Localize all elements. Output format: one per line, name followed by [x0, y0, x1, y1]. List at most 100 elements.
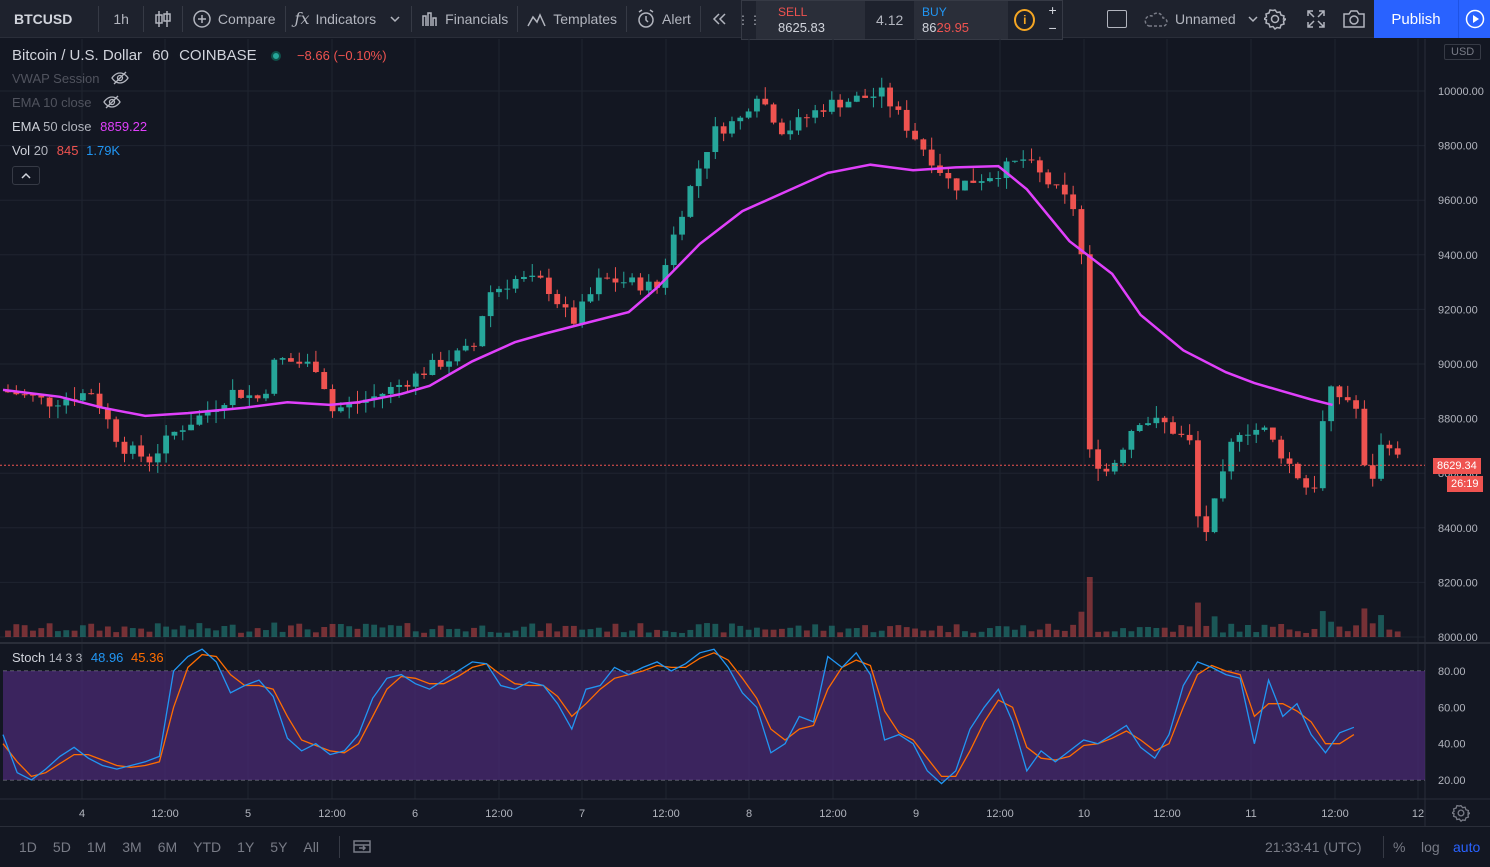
volume-bar — [562, 625, 569, 637]
candle-body — [928, 149, 935, 166]
settings-button[interactable] — [1262, 8, 1289, 33]
templates-button[interactable]: Templates — [518, 0, 626, 38]
volume-bar — [79, 625, 86, 637]
clock-display[interactable]: 21:33:41 (UTC) — [1265, 827, 1361, 867]
candle-body — [1236, 435, 1243, 442]
currency-label[interactable]: USD — [1444, 44, 1482, 60]
compare-button[interactable]: Compare — [183, 0, 285, 38]
time-tick-label: 12:00 — [151, 808, 179, 820]
replay-play-button[interactable] — [1458, 0, 1490, 38]
replay-button[interactable] — [701, 0, 737, 38]
volume-bar — [121, 626, 128, 637]
time-axis[interactable]: 4 12:00 5 12:00 6 12:00 7 12:00 8 12:00 9 12:00 10 12… — [79, 808, 1424, 820]
candle-body — [1136, 425, 1143, 432]
ema50-name: EMA — [12, 119, 40, 134]
volume-bar — [288, 625, 294, 637]
volume-bar — [604, 631, 611, 637]
price-tick-label: 8200.00 — [1438, 577, 1478, 589]
volume-bar — [687, 629, 694, 637]
last-price-label: 8629.34 — [1433, 458, 1481, 474]
candle-body — [853, 95, 860, 102]
indicators-button[interactable]: ƒx Indicators — [286, 0, 412, 38]
range-button-3m[interactable]: 3M — [122, 839, 142, 855]
candle-body — [171, 431, 178, 436]
collapse-legend-button[interactable] — [12, 166, 40, 185]
percent-label: % — [1393, 839, 1406, 855]
range-button-5y[interactable]: 5Y — [270, 839, 288, 855]
candle-body — [837, 99, 844, 108]
range-button-1d[interactable]: 1D — [19, 839, 37, 855]
candle-body — [662, 265, 669, 288]
buy-button[interactable]: BUY 8629.95 — [914, 1, 1009, 39]
volume-bar — [179, 625, 186, 637]
candle-body — [554, 294, 561, 305]
chart-type-button[interactable] — [144, 0, 182, 38]
interval-button[interactable]: 1h — [113, 10, 129, 27]
volume-bar — [496, 632, 502, 637]
range-button-all[interactable]: All — [303, 839, 319, 855]
volume-bar — [1286, 629, 1293, 637]
volume-bar — [587, 629, 594, 637]
vwap-legend[interactable]: VWAP Session — [12, 71, 129, 86]
volume-bar — [96, 630, 103, 637]
volume-bar — [795, 625, 802, 637]
volume-bar — [371, 624, 378, 637]
candle-body — [1070, 194, 1077, 210]
price-tick-label: 8000.00 — [1438, 632, 1478, 644]
publish-button[interactable]: Publish — [1374, 0, 1458, 38]
range-button-ytd[interactable]: YTD — [193, 839, 222, 855]
log-scale-toggle[interactable]: log — [1421, 827, 1440, 867]
volume-bar — [1261, 624, 1268, 637]
price-chart[interactable]: 10000.00 9800.00 9600.00 9400.00 9200.00 9000… — [0, 39, 1490, 826]
eye-hidden-icon[interactable] — [111, 71, 129, 85]
axis-settings-button[interactable] — [1450, 804, 1472, 827]
cloud-icon — [1144, 12, 1168, 27]
range-button-1y[interactable]: 1Y — [237, 839, 255, 855]
decrease-quantity-button[interactable]: − — [1048, 20, 1057, 36]
volume-legend[interactable]: Vol 20 845 1.79K — [12, 143, 120, 158]
alert-button[interactable]: Alert — [627, 0, 700, 38]
price-change: −8.66 (−0.10%) — [296, 48, 387, 63]
range-button-1m[interactable]: 1M — [86, 839, 107, 855]
candle-body — [254, 395, 261, 399]
candle-body — [46, 397, 53, 407]
candle-body — [454, 350, 461, 362]
candle-body — [1186, 434, 1193, 441]
stoch-legend[interactable]: Stoch 14 3 3 48.96 45.36 — [12, 650, 164, 665]
volume-bar — [895, 625, 902, 637]
exchange-label: COINBASE — [179, 47, 257, 64]
range-button-6m[interactable]: 6M — [157, 839, 178, 855]
fullscreen-button[interactable] — [1306, 9, 1326, 32]
eye-hidden-icon[interactable] — [103, 95, 121, 109]
percent-scale-toggle[interactable]: % — [1393, 827, 1405, 867]
rectangle-select-button[interactable] — [1107, 10, 1127, 28]
volume-bar — [379, 627, 386, 637]
camera-icon — [1343, 10, 1365, 28]
info-icon[interactable]: i — [1014, 9, 1036, 31]
candle-body — [429, 359, 436, 375]
templates-icon — [527, 12, 546, 26]
ema50-legend[interactable]: EMA 50 close 8859.22 — [12, 119, 147, 134]
increase-quantity-button[interactable]: + — [1048, 2, 1057, 18]
candle-body — [288, 358, 294, 362]
volume-bar — [412, 631, 419, 637]
ema50-line — [2, 163, 1333, 418]
ema10-legend[interactable]: EMA 10 close — [12, 95, 121, 110]
candle-body — [1361, 408, 1368, 466]
financials-button[interactable]: Financials — [412, 0, 517, 38]
auto-scale-toggle[interactable]: auto — [1453, 827, 1480, 867]
goto-date-button[interactable] — [352, 838, 372, 857]
candle-body — [654, 281, 660, 288]
price-axis[interactable]: 10000.00 9800.00 9600.00 9400.00 9200.00 9000… — [1438, 86, 1484, 644]
price-tick-label: 8800.00 — [1438, 414, 1478, 426]
candle-body — [5, 391, 11, 393]
volume-bar — [296, 623, 303, 637]
snapshot-button[interactable] — [1342, 9, 1366, 32]
sell-button[interactable]: SELL 8625.83 — [756, 1, 866, 39]
volume-bar — [1394, 631, 1401, 637]
symbol-search-button[interactable]: BTCUSD — [14, 10, 73, 27]
layout-name-button[interactable]: Unnamed — [1143, 0, 1260, 38]
range-button-5d[interactable]: 5D — [52, 839, 71, 855]
drag-handle-icon[interactable]: ⋮⋮ — [737, 13, 761, 27]
candle-body — [55, 405, 61, 407]
